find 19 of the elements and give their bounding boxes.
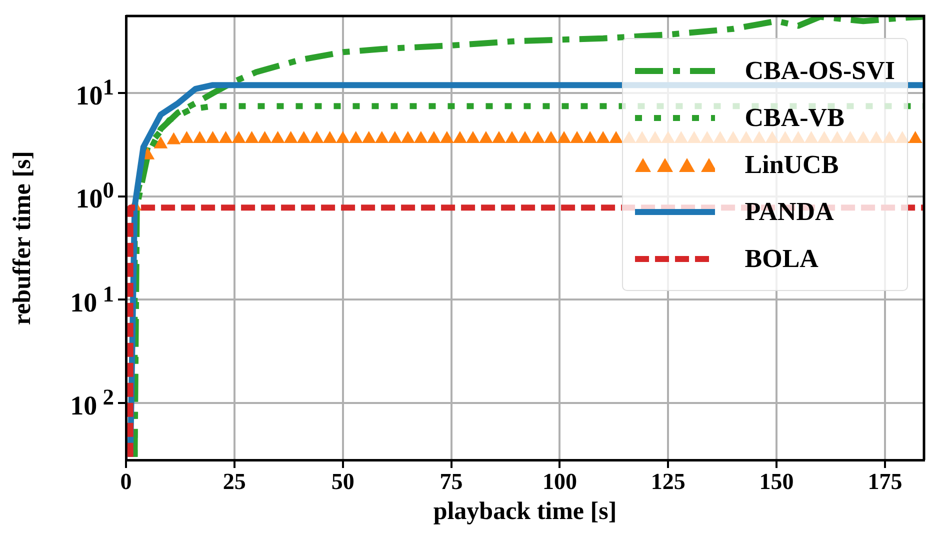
x-tick-label: 0: [120, 469, 132, 494]
y-tick-label: 10$^{0}$: [76, 178, 114, 214]
x-axis-title: playback time [s]: [433, 498, 617, 526]
y-tick-label: 10 $^{1}$: [70, 281, 114, 318]
legend-label: PANDA: [744, 196, 834, 226]
legend-label: CBA-VB: [744, 102, 844, 132]
x-tick-label: 25: [222, 469, 246, 494]
y-axis-title: rebuffer time [s]: [9, 150, 36, 326]
legend-label: CBA-OS-SVI: [744, 56, 895, 86]
legend-label: LinUCB: [744, 150, 839, 180]
x-tick-label: 175: [868, 469, 902, 494]
y-tick-label: 10$^{1}$: [76, 74, 114, 111]
y-tick-label: 10 $^{2}$: [70, 384, 114, 420]
x-tick-label: 50: [331, 469, 354, 494]
legend-label: BOLA: [744, 244, 818, 274]
x-tick-label: 75: [440, 469, 463, 494]
x-tick-label: 150: [759, 469, 794, 494]
x-tick-label: 100: [542, 469, 577, 494]
x-tick-label: 125: [650, 469, 686, 494]
